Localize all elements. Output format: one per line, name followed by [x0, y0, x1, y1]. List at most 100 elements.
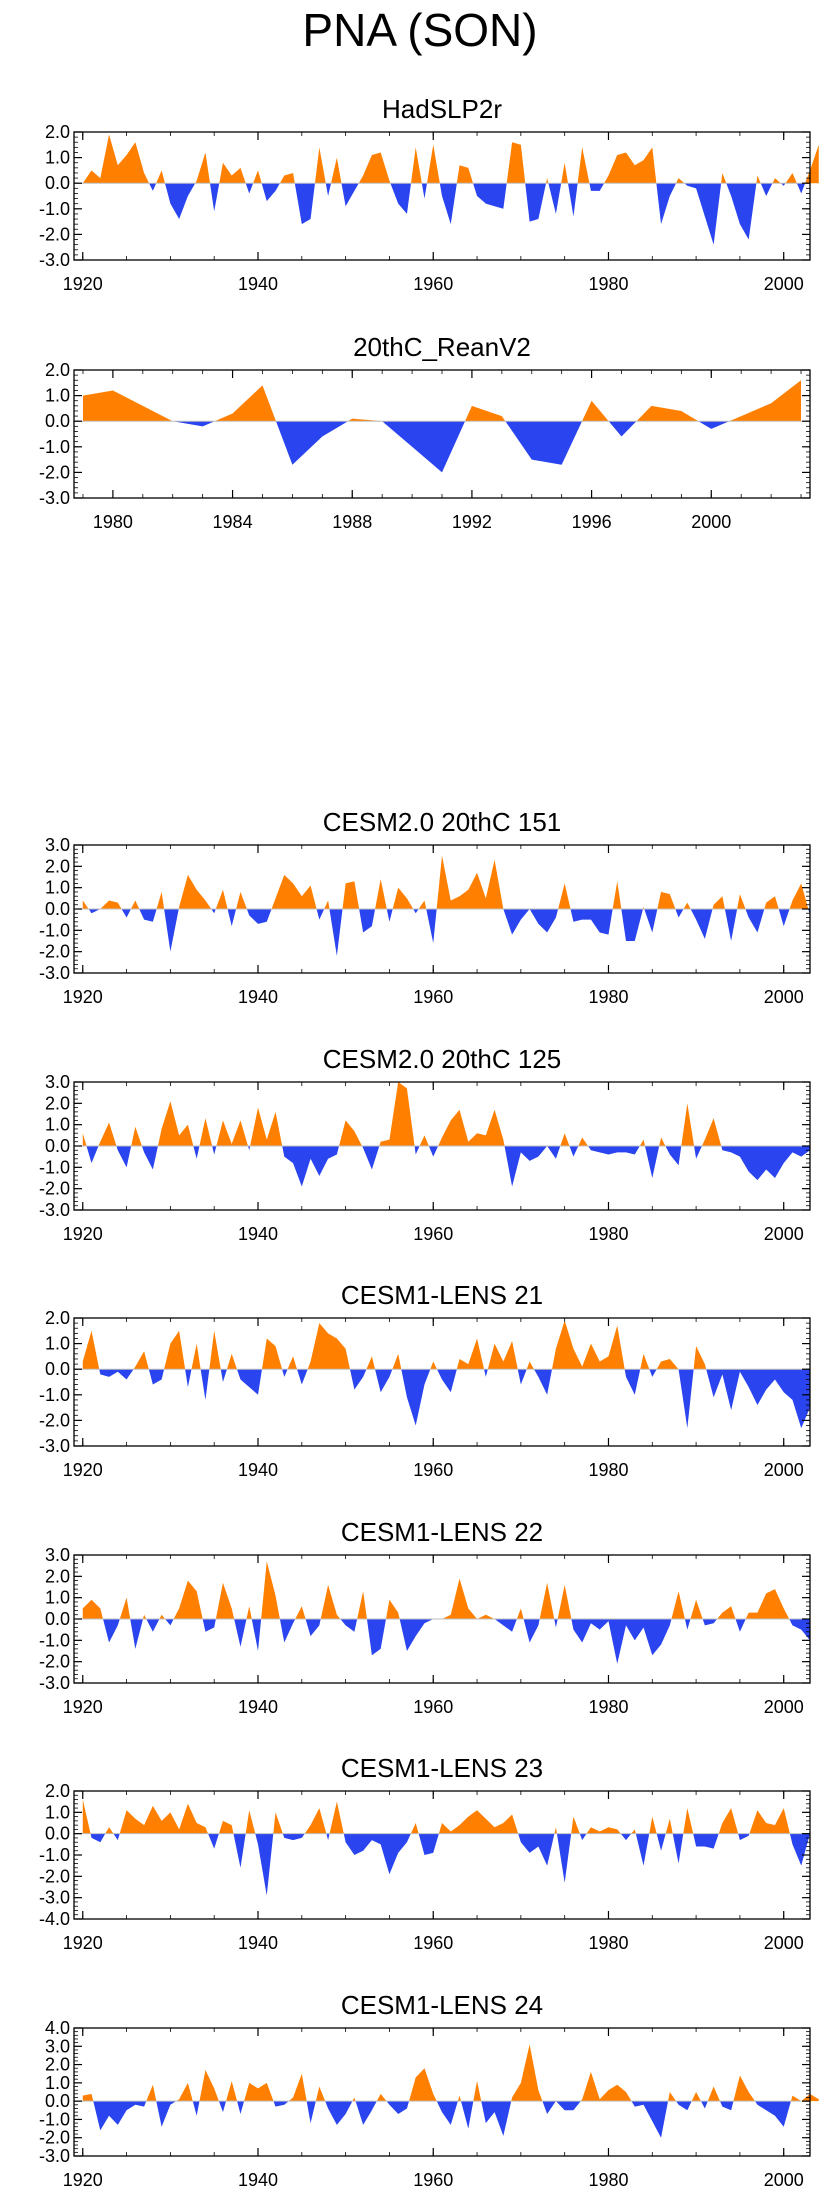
y-tick-label: 3.0 — [45, 2036, 70, 2056]
y-tick-label: -2.0 — [39, 1179, 70, 1199]
x-tick-label: 2000 — [764, 2170, 804, 2190]
y-tick-label: -1.0 — [39, 2109, 70, 2129]
x-tick-label: 1920 — [63, 1460, 103, 1480]
x-tick-label: 1940 — [238, 1933, 278, 1953]
x-tick-label: 2000 — [691, 512, 731, 532]
plot-frame — [73, 1790, 811, 1920]
y-tick-label: 1.0 — [45, 148, 70, 168]
x-tick-label: 2000 — [764, 1224, 804, 1244]
y-tick-label: 0.0 — [45, 1824, 70, 1844]
panel-hadslp2r: HadSLP2r 2.0 1.0 0.0 -1.0 -2.0 -3.0 1920 1940 196… — [39, 94, 819, 294]
y-tick-label: 2.0 — [45, 1781, 70, 1801]
y-tick-label: -2.0 — [39, 2128, 70, 2148]
x-tick-label: 1940 — [238, 1224, 278, 1244]
negative-area — [82, 183, 819, 245]
y-tick-label: 1.0 — [45, 878, 70, 898]
y-tick-label: -2.0 — [39, 1410, 70, 1430]
positive-area — [82, 380, 802, 422]
y-tick-label: 0.0 — [45, 1359, 70, 1379]
y-tick-label: 1.0 — [45, 1588, 70, 1608]
plot-frame — [73, 1317, 811, 1447]
y-tick-label: 0.0 — [45, 411, 70, 431]
x-tick-label: 2000 — [764, 1460, 804, 1480]
chart-title: CESM1-LENS 21 — [341, 1280, 543, 1310]
negative-area — [82, 2101, 819, 2138]
y-tick-label: 2.0 — [45, 122, 70, 142]
positive-area — [82, 1320, 810, 1370]
y-tick-label: -1.0 — [39, 437, 70, 457]
x-tick-label: 1920 — [63, 2170, 103, 2190]
chart-title: CESM1-LENS 24 — [341, 1990, 543, 2020]
negative-area — [82, 1833, 810, 1896]
x-tick-label: 1920 — [63, 1697, 103, 1717]
y-tick-label: 0.0 — [45, 1609, 70, 1629]
x-tick-label: 1980 — [588, 2170, 628, 2190]
x-tick-label: 1960 — [413, 274, 453, 294]
y-tick-label: 0.0 — [45, 1136, 70, 1156]
x-tick-label: 1940 — [238, 987, 278, 1007]
x-tick-label: 1940 — [238, 1697, 278, 1717]
y-tick-label: 3.0 — [45, 1072, 70, 1092]
y-tick-label: 2.0 — [45, 856, 70, 876]
positive-area — [82, 1799, 810, 1834]
y-tick-label: 1.0 — [45, 1334, 70, 1354]
y-tick-label: 2.0 — [45, 1308, 70, 1328]
y-tick-label: 0.0 — [45, 2091, 70, 2111]
chart-title: CESM1-LENS 23 — [341, 1753, 543, 1783]
positive-area — [82, 1082, 810, 1146]
negative-area — [82, 421, 802, 473]
x-tick-label: 1980 — [588, 1224, 628, 1244]
plot-frame — [73, 131, 811, 261]
positive-area — [82, 1561, 810, 1619]
chart-title: CESM2.0 20thC 125 — [323, 1044, 561, 1074]
y-tick-label: -1.0 — [39, 1385, 70, 1405]
y-tick-label: -2.0 — [39, 462, 70, 482]
panel-cesm1-lens-24: CESM1-LENS 24 4.03.02.01.00.0-1.0-2.0-3.0… — [39, 1990, 819, 2190]
y-tick-label: -3.0 — [39, 1888, 70, 1908]
x-tick-label: 1960 — [413, 2170, 453, 2190]
negative-area — [82, 1146, 810, 1187]
plot-frame — [73, 2027, 811, 2157]
x-tick-label: 1980 — [588, 1697, 628, 1717]
y-tick-label: -3.0 — [39, 1436, 70, 1456]
y-tick-label: -4.0 — [39, 1909, 70, 1929]
chart-title: CESM1-LENS 22 — [341, 1517, 543, 1547]
panel-cesm1-lens-23: CESM1-LENS 23 2.01.00.0-1.0-2.0-3.0-4.0 19… — [39, 1753, 811, 1953]
x-tick-label: 1980 — [588, 1460, 628, 1480]
panel-20thc-reanv2: 20thC_ReanV2 2.0 1.0 0.0 -1.0 -2.0 -3.0 1980 198… — [39, 332, 811, 532]
x-tick-label: 1980 — [588, 274, 628, 294]
x-tick-label: 1980 — [93, 512, 133, 532]
y-tick-label: 0.0 — [45, 899, 70, 919]
y-tick-label: -3.0 — [39, 488, 70, 508]
y-tick-label: 1.0 — [45, 2073, 70, 2093]
chart-title: CESM2.0 20thC 151 — [323, 807, 561, 837]
y-tick-label: -3.0 — [39, 963, 70, 983]
y-tick-label: 3.0 — [45, 835, 70, 855]
positive-area — [82, 855, 810, 909]
x-tick-label: 1920 — [63, 1933, 103, 1953]
x-tick-label: 1980 — [588, 1933, 628, 1953]
y-tick-label: 1.0 — [45, 1802, 70, 1822]
x-tick-label: 2000 — [764, 274, 804, 294]
x-tick-label: 1988 — [332, 512, 372, 532]
panel-cesm1-lens-22: CESM1-LENS 22 3.02.01.00.0-1.0-2.0-3.0 192… — [39, 1517, 811, 1717]
negative-area — [82, 909, 810, 956]
x-tick-label: 1980 — [588, 987, 628, 1007]
y-tick-label: -3.0 — [39, 2146, 70, 2166]
x-tick-label: 1940 — [238, 274, 278, 294]
x-tick-label: 1920 — [63, 987, 103, 1007]
positive-area — [82, 134, 819, 184]
y-tick-label: 2.0 — [45, 360, 70, 380]
panel-cesm2-125: CESM2.0 20thC 125 3.02.01.00.0-1.0-2.0-3.… — [39, 1044, 811, 1244]
main-title: PNA (SON) — [302, 4, 538, 56]
chart-title: HadSLP2r — [382, 94, 502, 124]
y-tick-label: 4.0 — [45, 2018, 70, 2038]
x-tick-label: 2000 — [764, 987, 804, 1007]
y-tick-label: 2.0 — [45, 1093, 70, 1113]
x-tick-label: 1940 — [238, 2170, 278, 2190]
x-tick-label: 2000 — [764, 1933, 804, 1953]
x-tick-label: 1984 — [213, 512, 253, 532]
positive-area — [82, 2044, 819, 2102]
x-tick-label: 1920 — [63, 1224, 103, 1244]
x-tick-label: 2000 — [764, 1697, 804, 1717]
